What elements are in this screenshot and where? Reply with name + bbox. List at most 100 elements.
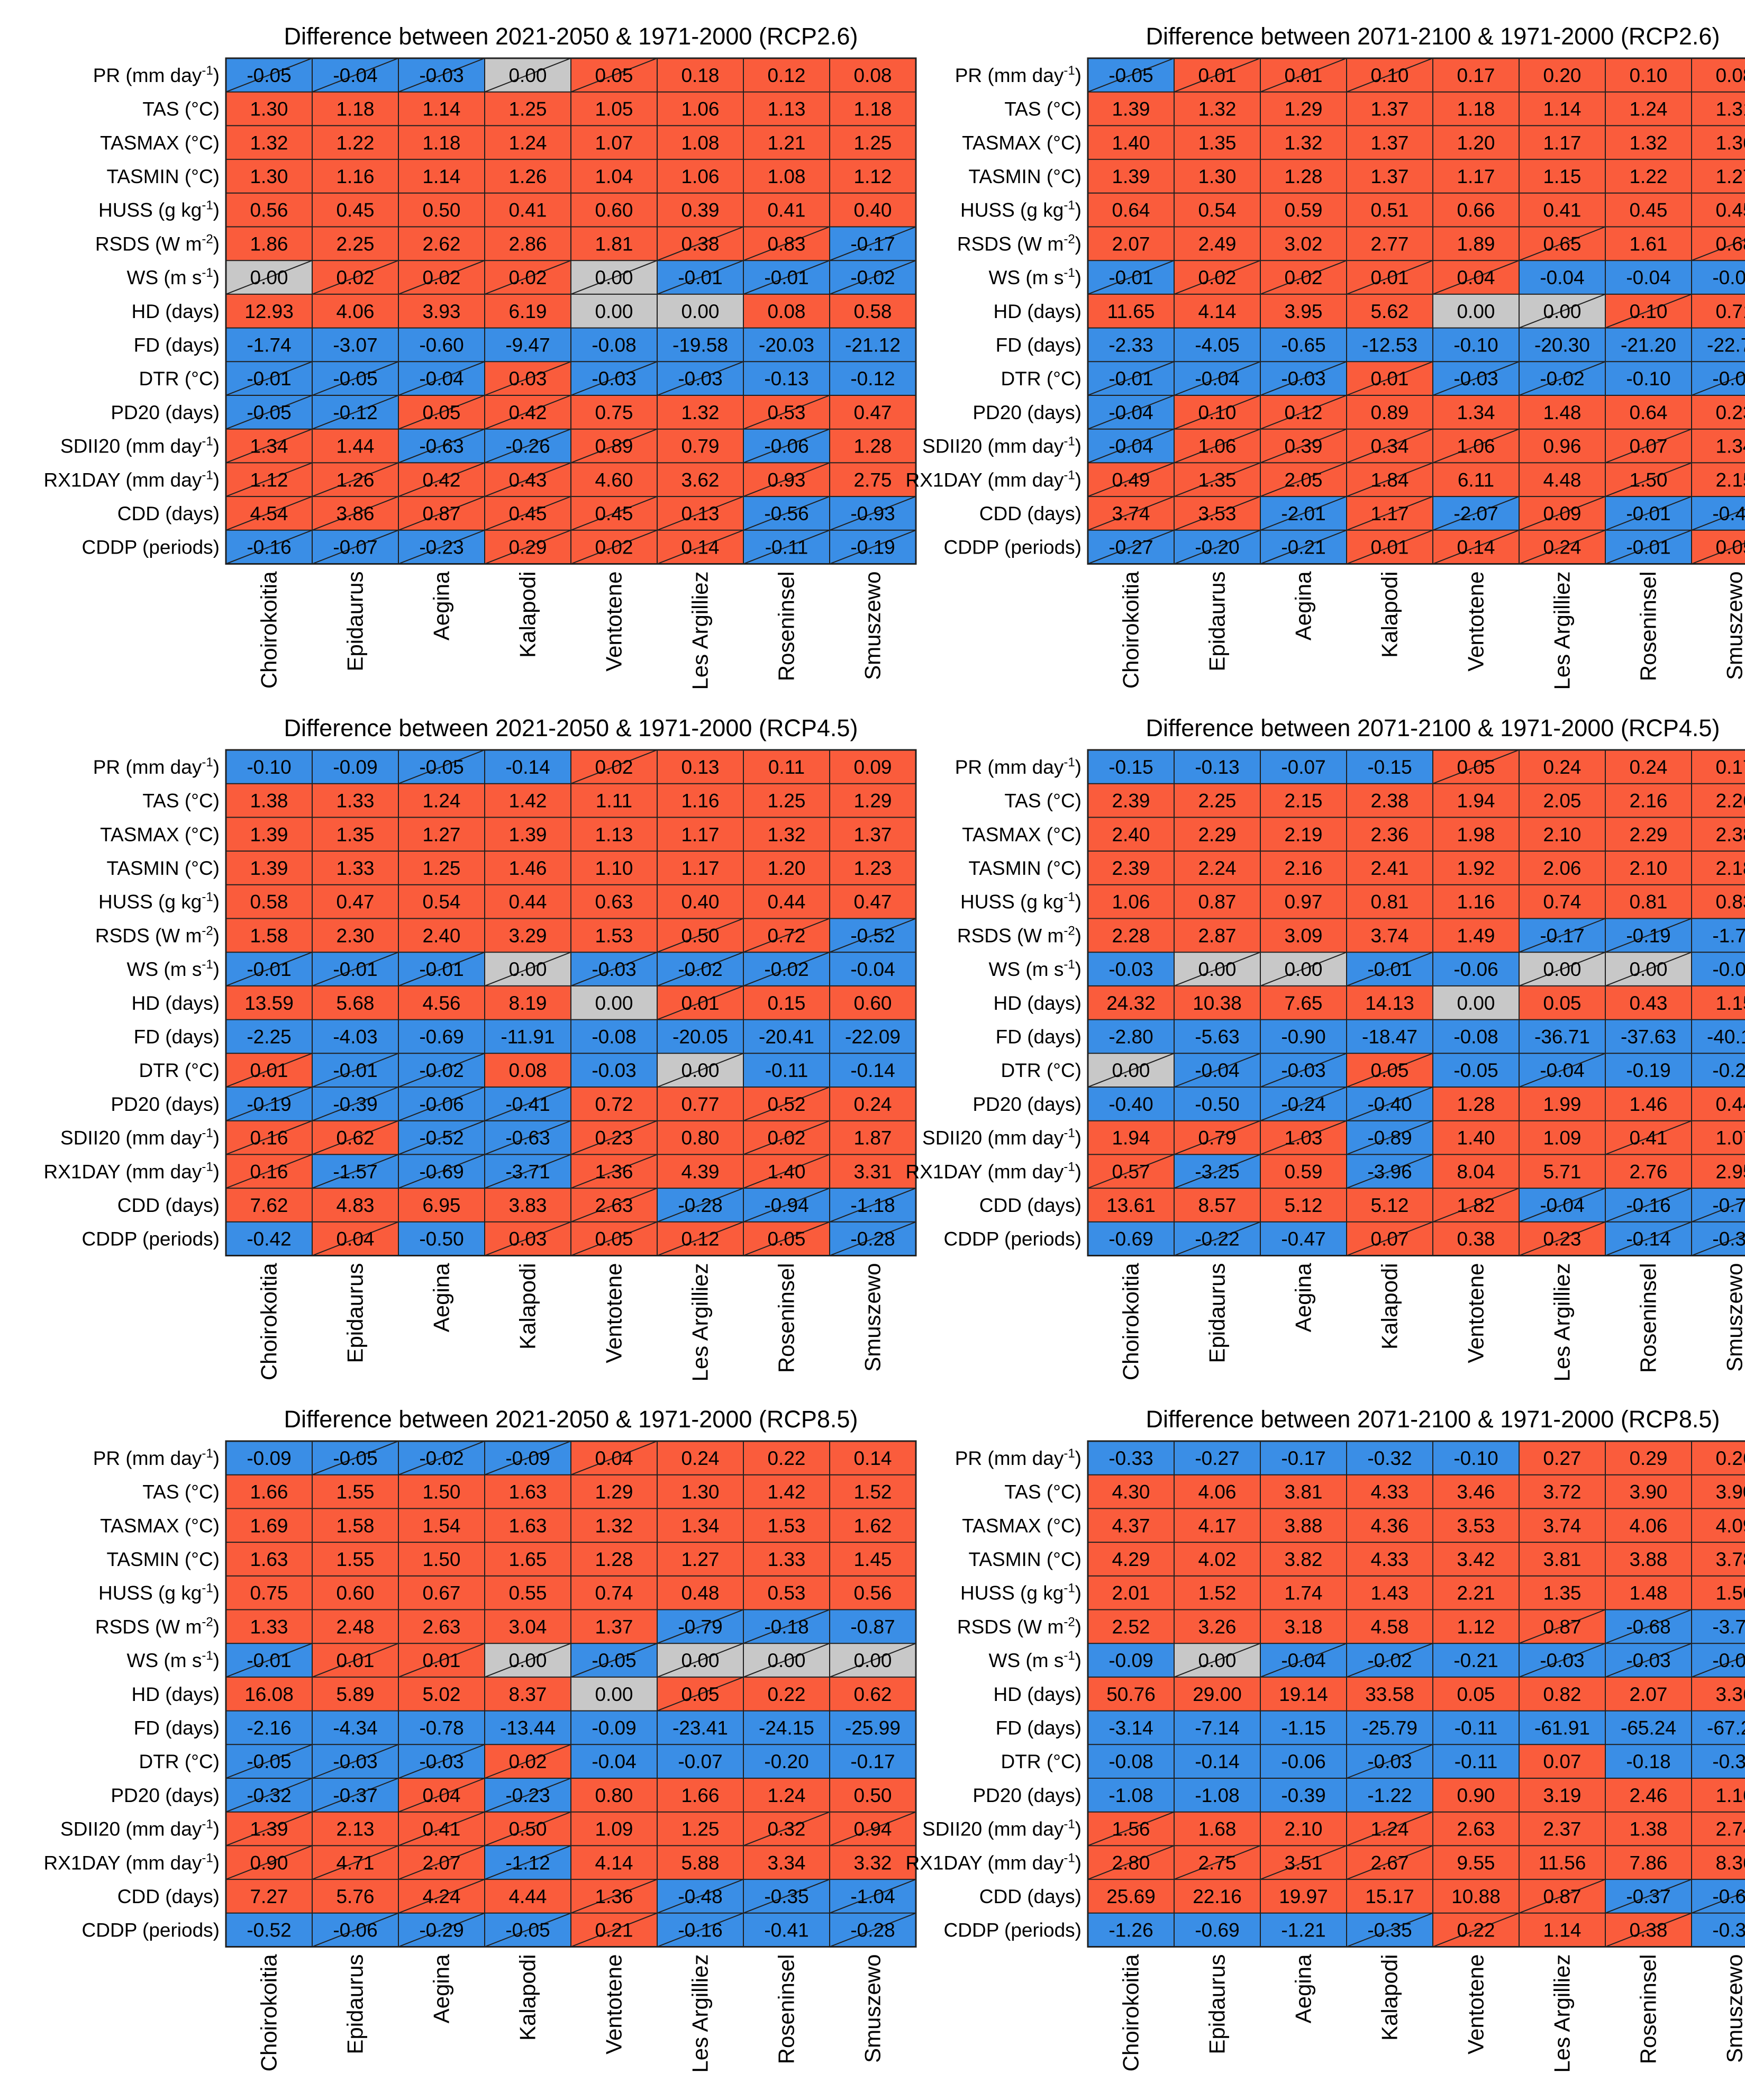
significance-hatch [226, 952, 313, 986]
significance-hatch [1346, 1053, 1433, 1088]
cell-value: -1.78 [1712, 925, 1745, 946]
significance-hatch [312, 1221, 399, 1256]
heatmap-cell [830, 1087, 916, 1121]
cell-value: 0.00 [767, 1650, 805, 1671]
row-label: PR (mm day-1) [93, 755, 220, 778]
cell-value: -0.06 [1712, 267, 1745, 288]
heatmap-cell [1605, 92, 1692, 126]
heatmap-cell [485, 193, 571, 227]
significance-hatch [484, 260, 571, 295]
cell-value: 0.00 [595, 1683, 633, 1705]
heatmap-cell [1260, 918, 1347, 953]
heatmap-cell [571, 851, 657, 885]
significance-hatch [570, 361, 658, 396]
significance-hatch [1519, 293, 1606, 329]
cell-value: -0.03 [1540, 1650, 1584, 1671]
heatmap-cell [571, 159, 657, 193]
cell-value: 1.30 [250, 166, 288, 187]
cell-value: 0.02 [1284, 267, 1322, 288]
cell-value: 1.27 [422, 823, 460, 845]
significance-hatch [1260, 395, 1347, 430]
significance-hatch [398, 260, 485, 295]
heatmap-cell [830, 294, 916, 328]
row-label: WS (m s-1) [127, 957, 220, 980]
cell-value: 0.08 [853, 65, 892, 86]
cell-value: 1.36 [595, 1886, 633, 1907]
heatmap-cell [1605, 1474, 1692, 1509]
significance-hatch [657, 1609, 744, 1644]
row-label: PD20 (days) [111, 402, 220, 423]
row-label: HD (days) [993, 1683, 1081, 1705]
cell-value: 1.38 [1629, 1818, 1667, 1840]
significance-hatch [1088, 361, 1175, 396]
row-label: SDII20 (mm day-1) [60, 435, 220, 457]
cell-value: -0.01 [1108, 267, 1153, 288]
significance-hatch [1174, 58, 1261, 93]
cell-value: 1.54 [422, 1515, 460, 1536]
cell-value: 0.01 [681, 992, 719, 1014]
heatmap-cell [1519, 395, 1605, 429]
heatmap-cell [657, 1845, 743, 1880]
cell-value: -3.07 [333, 334, 377, 356]
cell-value: -0.17 [1281, 1447, 1325, 1469]
heatmap-cell [226, 294, 312, 328]
cells [226, 58, 916, 564]
cell-value: 0.00 [508, 65, 547, 86]
cell-value: 15.17 [1365, 1886, 1414, 1907]
cell-value: 0.32 [767, 1818, 805, 1840]
heatmap-cell [1174, 1710, 1260, 1745]
heatmap-cell [398, 851, 485, 885]
significance-hatch [1605, 1188, 1692, 1223]
significance-hatch [829, 496, 916, 531]
heatmap-cell [1088, 1710, 1174, 1745]
cell-value: 1.04 [595, 166, 633, 187]
row-label: CDD (days) [117, 1886, 220, 1907]
cell-value: -1.08 [1108, 1785, 1153, 1806]
cell-value: 2.29 [1198, 823, 1236, 845]
significance-hatch [1346, 361, 1433, 396]
significance-hatch [398, 462, 485, 497]
significance-hatch [312, 529, 399, 564]
significance-hatch [484, 1643, 571, 1678]
cell-value: 1.49 [1457, 925, 1495, 946]
cell-value: 0.75 [250, 1582, 288, 1604]
cell-value: 2.05 [1543, 790, 1581, 812]
heatmap-cell [312, 92, 398, 126]
heatmap-cell [1433, 1879, 1519, 1913]
heatmap-cell [226, 1576, 312, 1610]
heatmap-cell [1347, 1778, 1433, 1812]
heatmap-cell [1260, 1474, 1347, 1509]
cell-value: 7.27 [250, 1886, 288, 1907]
heatmap-cell [1088, 1508, 1174, 1543]
cell-value: 8.04 [1457, 1161, 1495, 1182]
cell-value: 0.47 [853, 891, 892, 913]
cell-value: 2.16 [1284, 857, 1322, 879]
heatmap-cell [830, 817, 916, 852]
heatmap-cell [1692, 918, 1745, 953]
cell-value: 3.29 [508, 925, 547, 946]
cell-value: -0.28 [850, 1920, 895, 1941]
cell-value: 0.00 [681, 301, 719, 322]
cell-value: 2.75 [853, 469, 892, 491]
heatmap-cell [226, 1913, 312, 1947]
cell-value: 0.02 [767, 1127, 805, 1149]
cell-value: 1.24 [1370, 1818, 1408, 1840]
column-label: Smuszewo [860, 1954, 885, 2063]
cell-value: 0.59 [1284, 200, 1322, 221]
cell-value: 2.05 [1284, 469, 1322, 491]
cell-value: -13.44 [500, 1717, 556, 1739]
cell-value: 1.22 [336, 132, 374, 153]
heatmap-cell [830, 851, 916, 885]
significance-hatch [484, 1811, 571, 1846]
column-label: Choirokoitia [257, 1954, 281, 2071]
heatmap-cell [1174, 1879, 1260, 1913]
significance-hatch [657, 361, 744, 396]
heatmap-cell [743, 1576, 830, 1610]
heatmap-cell [657, 1778, 743, 1812]
heatmap-cell [830, 463, 916, 497]
panel-title: Difference between 2071-2100 & 1971-2000… [1146, 23, 1720, 50]
heatmap-cell [571, 463, 657, 497]
cell-value: 2.36 [1370, 823, 1408, 845]
cell-value: 3.53 [1198, 503, 1236, 524]
cell-value: 1.42 [767, 1481, 805, 1503]
